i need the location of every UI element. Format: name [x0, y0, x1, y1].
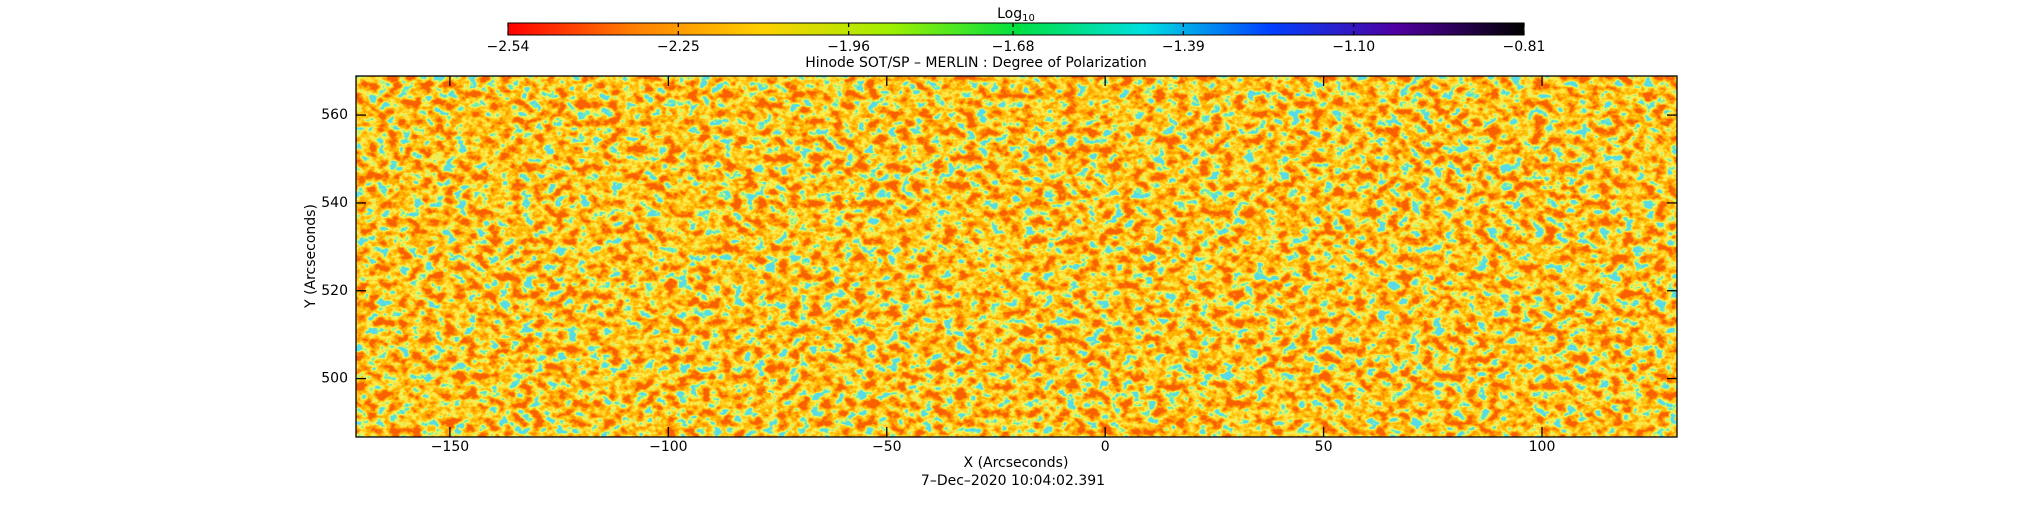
heatmap-image — [356, 76, 1677, 437]
x-tick-label: −50 — [872, 439, 902, 455]
footer-date: 7–Dec–2020 10:04:02.391 — [921, 473, 1105, 489]
colorbar-tick-label: −1.10 — [1332, 39, 1375, 55]
colorbar-tick-label: −0.81 — [1503, 39, 1546, 55]
x-tick-label: −100 — [649, 439, 687, 455]
x-axis-label: X (Arcseconds) — [964, 455, 1069, 471]
chart-title: Hinode SOT/SP – MERLIN : Degree of Polar… — [805, 55, 1147, 71]
colorbar — [507, 22, 1525, 36]
x-tick-label: −150 — [431, 439, 469, 455]
y-tick-label: 540 — [321, 195, 348, 211]
y-tick-label: 560 — [321, 107, 348, 123]
x-tick-label: 100 — [1529, 439, 1556, 455]
plot-frame — [355, 75, 1678, 438]
colorbar-tick-label: −1.96 — [827, 39, 870, 55]
colorbar-label: Log10 — [997, 6, 1035, 24]
colorbar-tick-label: −2.54 — [487, 39, 530, 55]
y-tick-label: 520 — [321, 283, 348, 299]
x-tick-label: 50 — [1315, 439, 1333, 455]
x-tick-label: 0 — [1101, 439, 1110, 455]
colorbar-tick-label: −1.68 — [992, 39, 1035, 55]
y-tick-label: 500 — [321, 371, 348, 387]
colorbar-tick-label: −2.25 — [657, 39, 700, 55]
colorbar-tick-label: −1.39 — [1162, 39, 1205, 55]
y-axis-label: Y (Arcseconds) — [303, 204, 319, 309]
heatmap-area — [356, 76, 1677, 437]
